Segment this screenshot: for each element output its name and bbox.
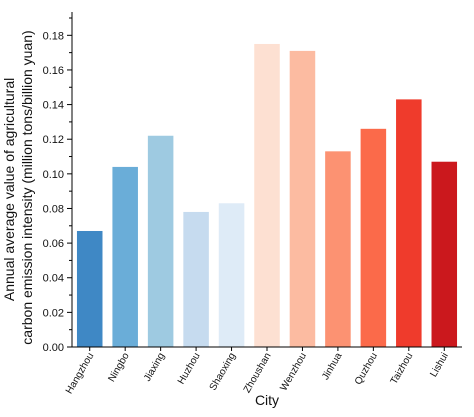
y-ticks: 0.00 0.02 0.04 0.06 0.08 0.10 0.12 0.14 0.16 0.18 (43, 17, 72, 354)
bar-jiaxing (147, 135, 174, 347)
x-category-label: Lishui (428, 351, 451, 379)
y-tick-label: 0.18 (43, 30, 64, 42)
x-category-label: Shaoxing (208, 351, 238, 393)
x-category-label: Huzhou (176, 351, 203, 386)
y-tick-label: 0.16 (43, 65, 64, 77)
x-category-label: Jiaxing (142, 351, 167, 383)
y-tick-label: 0.10 (43, 169, 64, 181)
y-tick-label: 0.04 (43, 273, 64, 285)
y-axis-title-line-1: Annual average value of agricultural (1, 78, 17, 301)
y-tick-label: 0.08 (43, 203, 64, 215)
bar-lishui (431, 161, 458, 347)
bar-wenzhou (289, 50, 316, 348)
y-axis-title-line-2: carbon emission intensity (million tons/… (19, 30, 35, 344)
x-axis-title: City (255, 392, 279, 408)
x-category-label: Wenzhou (278, 351, 309, 393)
x-category-label: Jinhua (320, 351, 344, 382)
y-tick-label: 0.12 (43, 134, 64, 146)
y-tick-label: 0.14 (43, 100, 64, 112)
y-tick-label: 0.02 (43, 307, 64, 319)
x-category-label: Quzhou (353, 351, 380, 387)
bar-hangzhou (76, 230, 103, 347)
bar-ningbo (112, 166, 138, 347)
bar-taizhou (396, 99, 422, 347)
y-tick-label: 0.00 (43, 342, 64, 354)
x-category-label: Zhoushan (242, 351, 274, 395)
x-category-label: Taizhou (389, 351, 416, 386)
x-category-label: Ningbo (106, 351, 132, 384)
y-axis-title: Annual average value of agricultural car… (1, 30, 35, 344)
x-category-labels: Hangzhou Ningbo Jiaxing Huzhou Shaoxing Zhous… (64, 347, 451, 396)
x-category-label: Hangzhou (64, 351, 96, 396)
bar-zhoushan (254, 43, 280, 347)
bar-huzhou (183, 211, 209, 347)
y-tick-label: 0.06 (43, 238, 64, 250)
bar-jinhua (325, 151, 351, 347)
bar-shaoxing (218, 203, 245, 347)
bar-quzhou (360, 128, 387, 347)
bars-layer (76, 43, 458, 348)
